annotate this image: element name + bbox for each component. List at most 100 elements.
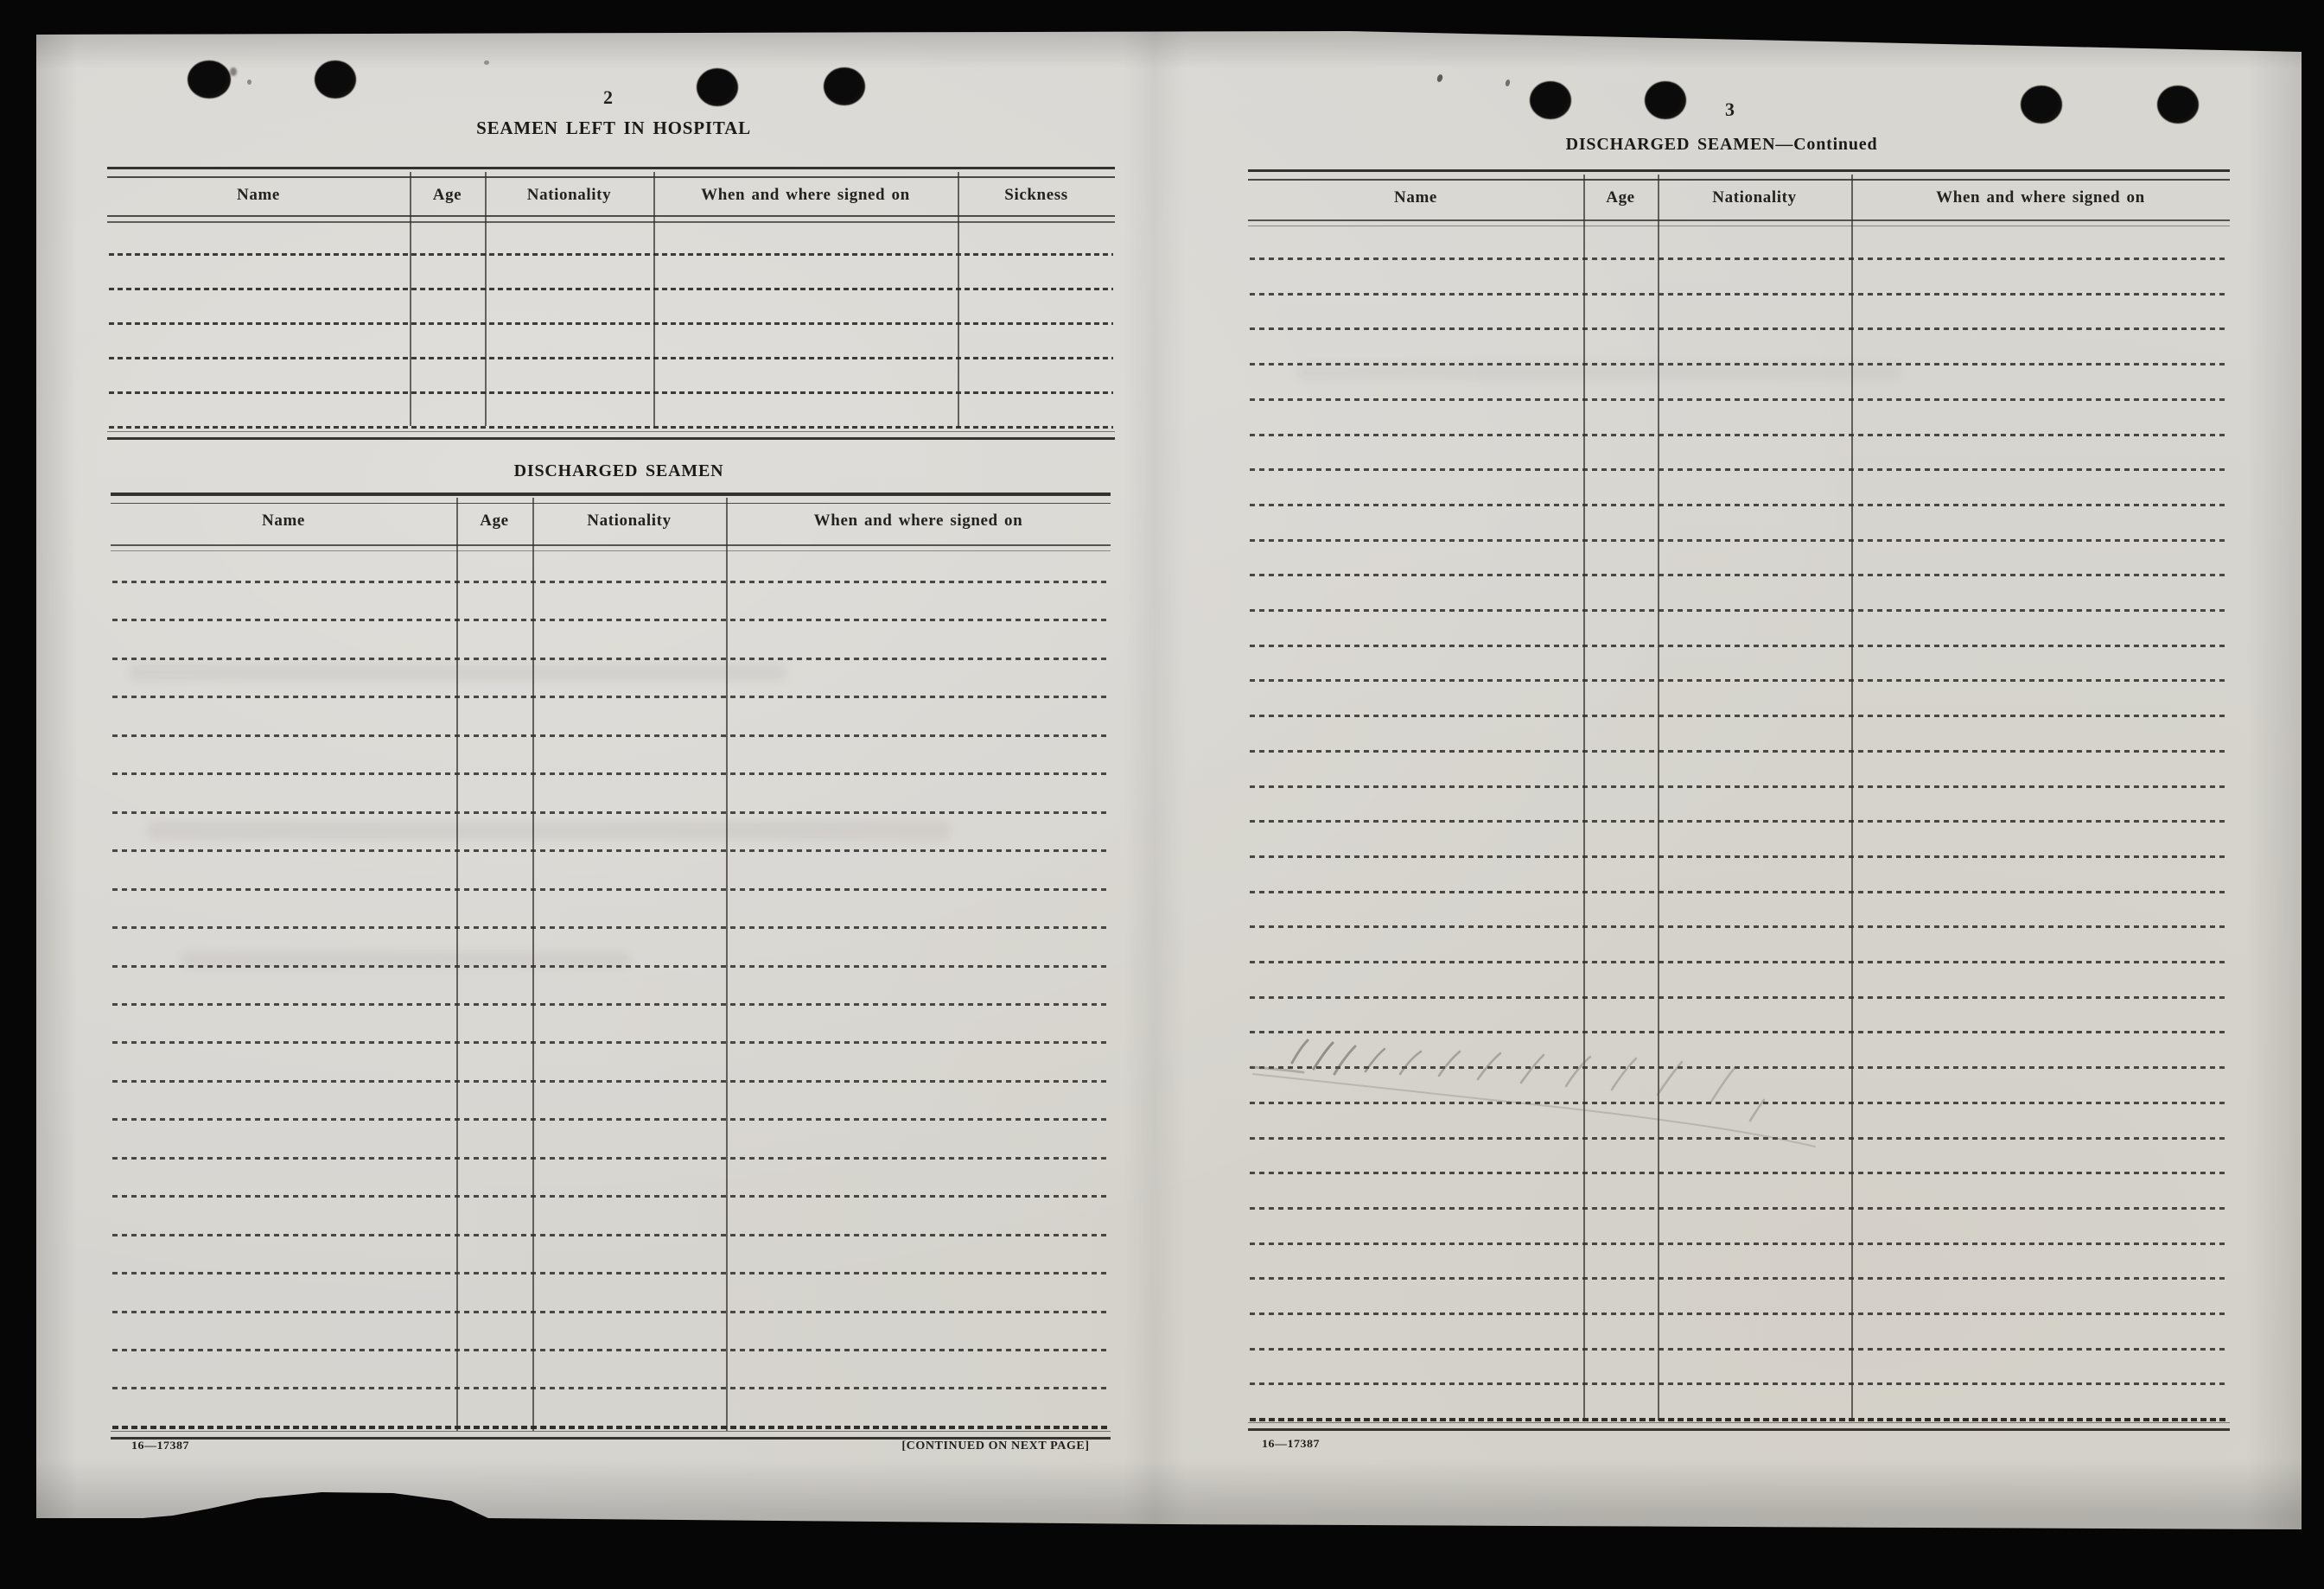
table-row — [112, 619, 1109, 622]
continued-note: [CONTINUED ON NEXT PAGE] — [901, 1440, 1090, 1452]
table-row — [1250, 890, 2228, 893]
column-header-name: Name — [1394, 188, 1437, 207]
form-number-left: 16—17387 — [131, 1440, 189, 1452]
table-row — [1250, 327, 2228, 331]
table-row — [112, 1079, 1109, 1083]
column-header-signed-on: When and where signed on — [701, 186, 910, 204]
column-header-sickness: Sickness — [1004, 186, 1068, 204]
table-row — [112, 1041, 1109, 1045]
table-row — [1250, 925, 2228, 929]
table-row — [112, 1310, 1109, 1313]
page-number-right: 3 — [1725, 99, 1735, 120]
table-row — [1250, 820, 2228, 823]
table-row — [112, 1118, 1109, 1122]
column-header-signed-on: When and where signed on — [1936, 188, 2145, 207]
column-header-name: Name — [237, 186, 280, 204]
discharged-table: Name Age Nationality When and where sign… — [111, 493, 1111, 1440]
column-divider — [1583, 175, 1585, 1421]
column-divider — [532, 498, 534, 1431]
table-row — [112, 1272, 1109, 1275]
table-top-rule — [107, 167, 1115, 178]
table-row — [1250, 1101, 2228, 1104]
table-row — [1250, 1313, 2228, 1315]
table-row — [112, 964, 1109, 968]
page-number-left: 2 — [603, 86, 614, 108]
table-row — [112, 772, 1109, 776]
column-divider — [456, 498, 458, 1431]
table-row — [112, 849, 1109, 853]
table-row — [1250, 961, 2228, 963]
table-row — [1250, 1418, 2228, 1422]
table-row — [112, 926, 1109, 930]
table-row — [1250, 363, 2228, 366]
table-row — [112, 1233, 1109, 1236]
column-header-nationality: Nationality — [526, 186, 612, 204]
column-header-name: Name — [262, 512, 305, 530]
column-divider — [410, 172, 411, 426]
table-row — [1250, 292, 2228, 296]
discharged-table-continued: Name Age Nationality When and where sign… — [1248, 169, 2230, 1433]
table-row — [1250, 433, 2228, 436]
column-divider — [485, 172, 487, 426]
ghost-smudge — [181, 952, 631, 968]
punch-hole — [824, 67, 865, 105]
column-header-nationality: Nationality — [1712, 188, 1797, 207]
table-row — [112, 1425, 1109, 1429]
column-header-age: Age — [432, 186, 462, 204]
table-row — [1250, 538, 2228, 542]
table-row — [1250, 1206, 2228, 1210]
form-number-right: 16—17387 — [1262, 1438, 1320, 1451]
table-row — [112, 657, 1109, 660]
table-row — [109, 391, 1113, 394]
table-row — [1250, 609, 2228, 612]
column-header-nationality: Nationality — [587, 512, 672, 530]
table-row — [112, 1195, 1109, 1198]
pencil-scribble — [1250, 1039, 1816, 1147]
column-divider — [1658, 175, 1659, 1421]
punch-hole — [315, 60, 356, 99]
table-row — [1250, 644, 2228, 647]
table-bottom-rule — [111, 1431, 1111, 1440]
table-row — [109, 426, 1113, 429]
table-row — [112, 1349, 1109, 1351]
table-row — [1250, 503, 2228, 506]
table-bottom-rule — [1248, 1422, 2230, 1431]
table-row — [1250, 468, 2228, 472]
punch-hole — [2157, 86, 2199, 124]
table-header-rule — [1248, 219, 2230, 226]
table-row — [1250, 574, 2228, 577]
table-row — [109, 322, 1113, 325]
table-bottom-rule — [107, 431, 1115, 440]
hospital-table: Name Age Nationality When and where sign… — [107, 167, 1115, 440]
table-row — [1250, 1031, 2228, 1034]
table-top-rule — [1248, 169, 2230, 181]
ghost-smudge — [147, 821, 951, 840]
table-row — [112, 810, 1109, 814]
ghost-smudge — [1296, 363, 1901, 380]
table-top-rule — [111, 493, 1111, 504]
column-header-age: Age — [480, 512, 509, 530]
table-row — [112, 1387, 1109, 1390]
punch-hole — [1530, 81, 1571, 119]
table-row — [112, 1156, 1109, 1160]
ink-speck — [230, 67, 237, 76]
punch-hole — [2021, 86, 2062, 124]
table-row — [112, 887, 1109, 891]
table-row — [1250, 785, 2228, 788]
column-header-age: Age — [1606, 188, 1635, 207]
column-divider — [1851, 175, 1853, 1421]
column-header-signed-on: When and where signed on — [813, 512, 1023, 530]
column-divider — [726, 498, 728, 1431]
table-row — [1250, 397, 2228, 401]
table-row — [109, 253, 1113, 256]
ink-speck — [247, 79, 252, 85]
table-row — [112, 734, 1109, 737]
discharged-continued-title: DISCHARGED SEAMEN—Continued — [1565, 135, 1878, 154]
table-header-rule — [107, 215, 1115, 223]
table-header-rule — [111, 544, 1111, 551]
table-row — [1250, 995, 2228, 999]
punch-hole — [188, 60, 231, 99]
table-row — [112, 581, 1109, 583]
